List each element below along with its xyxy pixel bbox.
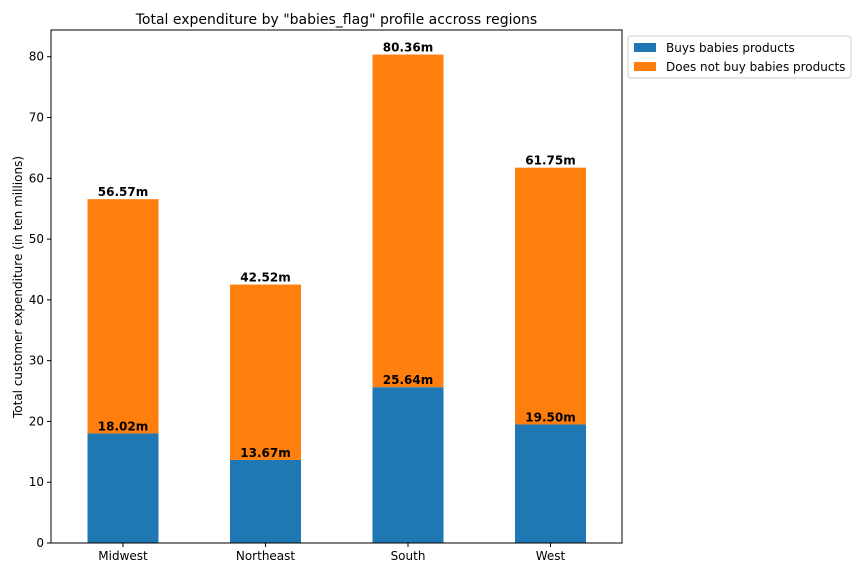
x-tick-label: Midwest — [98, 549, 148, 563]
plot-frame — [50, 29, 623, 544]
legend-box — [627, 35, 852, 79]
legend: Buys babies products Does not buy babies … — [627, 35, 852, 79]
total-value-label: 56.57m — [98, 185, 148, 199]
legend-entry-label: Buys babies products — [666, 41, 795, 55]
legend-swatch — [634, 43, 656, 52]
y-tick-label: 70 — [29, 111, 44, 125]
y-tick-label: 80 — [29, 50, 44, 64]
y-axis-label: Total customer expenditure (in ten milli… — [11, 156, 25, 419]
x-tick-label: South — [391, 549, 426, 563]
segment-value-label: 18.02m — [98, 419, 148, 433]
total-value-label: 42.52m — [240, 271, 290, 285]
total-value-label: 80.36m — [383, 41, 433, 55]
segment-value-label: 19.50m — [525, 410, 575, 424]
bar-segment — [372, 387, 444, 543]
segment-value-label: 25.64m — [383, 373, 433, 387]
legend-entry-label: Does not buy babies products — [666, 60, 845, 74]
y-tick-label: 0 — [36, 536, 44, 550]
plot-area: 0 10 20 30 40 50 60 70 80 18.02m 56.57m Midwest 13.6… — [29, 41, 586, 563]
legend-swatch — [634, 62, 656, 71]
y-tick-label: 40 — [29, 293, 44, 307]
bar-segment — [87, 199, 159, 434]
bar-segment — [372, 54, 444, 388]
bar-segment — [230, 459, 301, 543]
bar-segment — [230, 284, 301, 460]
bar-segment — [515, 167, 586, 425]
bar-segment — [87, 433, 159, 543]
segment-value-label: 13.67m — [240, 446, 290, 460]
y-tick-label: 60 — [29, 171, 44, 185]
bar-segment — [515, 424, 586, 543]
chart-title: Total expenditure by "babies_flag" profi… — [135, 12, 537, 28]
x-tick-label: Northeast — [236, 549, 296, 563]
total-value-label: 61.75m — [525, 154, 575, 168]
y-tick-label: 20 — [29, 414, 44, 428]
y-tick-label: 50 — [29, 232, 44, 246]
y-tick-label: 10 — [29, 475, 44, 489]
x-tick-label: West — [536, 549, 566, 563]
y-tick-label: 30 — [29, 354, 44, 368]
